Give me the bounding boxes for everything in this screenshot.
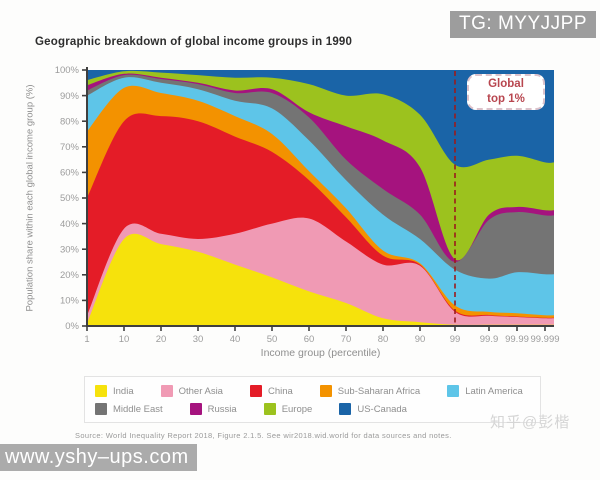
legend-swatch <box>263 403 276 415</box>
y-tick-label: 50% <box>60 193 80 204</box>
legend-swatch <box>95 385 107 397</box>
annotation-line-2: top 1% <box>487 93 525 105</box>
legend-swatch <box>249 385 262 397</box>
legend-item-latin-america: Latin America <box>447 385 523 397</box>
legend-label: Europe <box>281 403 313 415</box>
legend-item-china: China <box>249 385 293 397</box>
x-tick-label: 20 <box>156 334 167 345</box>
y-tick-label: 90% <box>60 91 80 102</box>
chart-title: Geographic breakdown of global income gr… <box>35 36 353 48</box>
watermark-telegram-badge: TG: MYYJJPP <box>450 11 596 38</box>
global-top-1-annotation: Global top 1% <box>467 74 545 110</box>
x-tick-label: 99.999 <box>530 334 559 345</box>
legend-label: Sub-Saharan Africa <box>337 385 421 397</box>
legend-swatch <box>189 403 202 415</box>
legend-label: Russia <box>207 403 237 415</box>
x-tick-label: 99 <box>450 334 461 345</box>
y-tick-label: 20% <box>60 270 80 281</box>
y-axis-label: Population share within each global inco… <box>24 84 36 312</box>
legend-item-us-canada: US-Canada <box>339 403 407 415</box>
x-tick-label: 99.9 <box>480 334 499 345</box>
legend-label: US-Canada <box>357 403 407 415</box>
y-tick-label: 10% <box>60 296 80 307</box>
x-tick-label: 10 <box>119 334 130 345</box>
x-tick-label: 70 <box>341 334 352 345</box>
legend-swatch <box>339 403 352 415</box>
legend-item-europe: Europe <box>263 403 313 415</box>
y-tick-label: 70% <box>60 142 80 153</box>
x-tick-label: 50 <box>267 334 278 345</box>
legend-swatch <box>160 385 173 397</box>
x-tick-label: 90 <box>415 334 426 345</box>
y-tick-label: 60% <box>60 168 80 179</box>
legend-label: India <box>113 385 134 397</box>
annotation-line-1: Global <box>488 78 524 91</box>
x-tick-label: 80 <box>378 334 389 345</box>
legend-item-middle-east: Middle East <box>95 403 163 415</box>
legend-item-other-asia: Other Asia <box>160 385 223 397</box>
legend-label: Other Asia <box>178 385 223 397</box>
legend-label: Latin America <box>465 385 523 397</box>
legend-swatch <box>319 385 332 397</box>
watermark-site: www.yshy–ups.com <box>0 444 197 471</box>
legend-label: China <box>267 385 293 397</box>
y-tick-label: 100% <box>55 65 80 76</box>
x-tick-label: 30 <box>193 334 204 345</box>
legend-row: India Other Asia China Sub-Saharan Africa La… <box>95 385 530 397</box>
source-note: Source: World Inequality Report 2018, Fi… <box>75 431 452 440</box>
legend-label: Middle East <box>113 403 163 415</box>
x-axis-label: Income group (percentile) <box>260 347 381 359</box>
x-tick-label: 60 <box>304 334 315 345</box>
legend-item-india: India <box>95 385 134 397</box>
legend-item-sub-saharan-africa: Sub-Saharan Africa <box>319 385 421 397</box>
legend-row: Middle East Russia Europe US-Canada <box>95 403 530 415</box>
legend: India Other Asia China Sub-Saharan Africa La… <box>84 376 541 423</box>
watermark-zhihu: 知乎@彭楷 <box>490 414 571 431</box>
legend-swatch <box>95 403 107 415</box>
x-tick-label: 99.99 <box>505 334 529 345</box>
x-tick-label: 40 <box>230 334 241 345</box>
y-tick-label: 40% <box>60 219 80 230</box>
y-tick-label: 30% <box>60 244 80 255</box>
y-tick-label: 0% <box>65 321 79 332</box>
area-layers <box>87 70 554 327</box>
x-tick-label: 1 <box>84 334 89 345</box>
area-india <box>87 233 554 326</box>
y-tick-label: 80% <box>60 116 80 127</box>
legend-item-russia: Russia <box>189 403 237 415</box>
axes: 0% 10% 20% 30% 40% 50% 60% 70% 80% 90% 100% 1 10 20 30… <box>55 65 560 345</box>
legend-swatch <box>447 385 460 397</box>
